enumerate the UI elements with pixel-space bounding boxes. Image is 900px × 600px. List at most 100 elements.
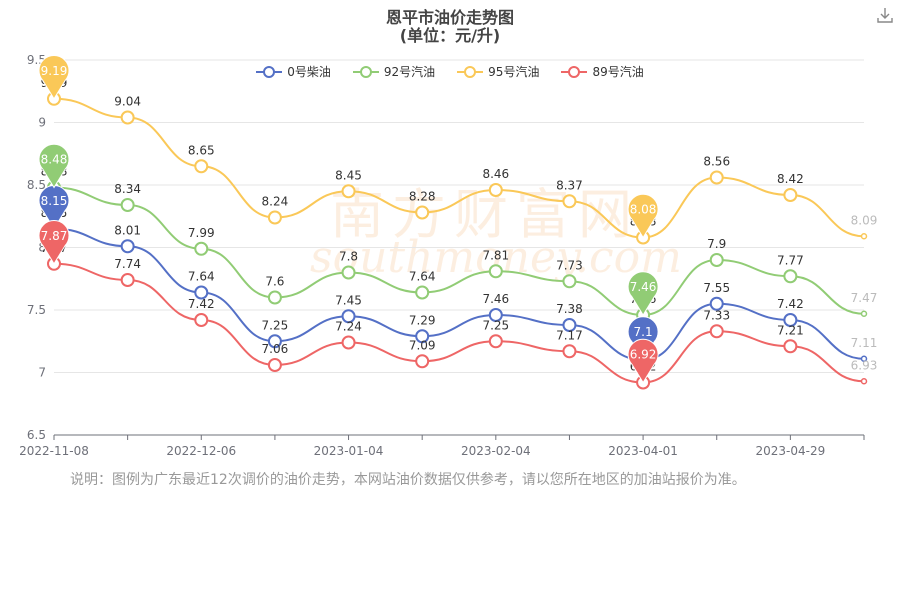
legend-label: 95号汽油: [488, 65, 540, 79]
data-label: 7.81: [482, 248, 509, 262]
legend-item[interactable]: 89号汽油: [561, 63, 644, 80]
y-tick-label: 8.5: [27, 178, 46, 192]
data-point: [860, 310, 868, 317]
data-label: 8.01: [114, 223, 141, 237]
legend-item[interactable]: 95号汽油: [457, 63, 539, 80]
data-label: 7.64: [188, 270, 215, 284]
data-point: [488, 308, 503, 322]
data-point: [341, 309, 356, 324]
y-tick-label: 8: [38, 241, 46, 255]
y-tick-label: 7.5: [27, 303, 46, 317]
data-label: 7.8: [339, 250, 358, 264]
x-tick-label: 2023-02-04: [461, 444, 531, 458]
data-label: 7.25: [262, 318, 289, 332]
data-label: 7.11: [851, 336, 878, 350]
min-pin: 8.08: [627, 193, 659, 239]
x-tick-label: 2023-04-29: [755, 444, 825, 458]
data-point: [267, 290, 282, 305]
data-label: 7.74: [114, 257, 141, 271]
series-1: 8.488.347.997.67.87.647.817.737.467.97.7…: [41, 165, 878, 322]
data-point: [341, 265, 356, 280]
max-pin: 9.19: [38, 55, 70, 100]
data-point: [709, 324, 724, 339]
data-point: [194, 241, 209, 256]
data-point: [783, 188, 798, 202]
data-label: 9.04: [114, 95, 141, 109]
legend-item[interactable]: 0号柴油: [256, 63, 331, 80]
data-label: 7.42: [777, 297, 804, 311]
data-point: [709, 253, 724, 267]
min-pin: 7.1: [627, 316, 659, 361]
legend-marker: [352, 65, 379, 78]
data-label: 7.6: [265, 275, 284, 289]
data-label: 6.93: [851, 358, 878, 372]
data-point: [415, 285, 430, 300]
data-label: 7.17: [556, 328, 583, 342]
data-point: [415, 329, 430, 344]
min-pin-label: 7.1: [634, 325, 653, 339]
legend-label: 0号柴油: [287, 65, 331, 79]
data-point: [709, 170, 724, 185]
legend-marker: [561, 65, 588, 78]
legend-item[interactable]: 92号汽油: [352, 63, 436, 80]
max-pin: 8.48: [38, 143, 70, 189]
data-point: [267, 334, 282, 349]
data-point: [194, 285, 209, 300]
legend-label: 92号汽油: [383, 65, 436, 79]
series-line: [53, 97, 865, 239]
data-point: [267, 358, 282, 372]
data-point: [120, 273, 135, 287]
data-label: 8.37: [556, 178, 583, 192]
data-point: [415, 205, 430, 220]
data-label: 7.38: [556, 302, 583, 316]
series-line: [53, 262, 865, 384]
legend-label: 89号汽油: [592, 65, 644, 79]
data-point: [415, 354, 430, 369]
min-pin: 7.46: [627, 271, 659, 316]
data-label: 7.45: [335, 293, 362, 307]
data-point: [709, 296, 724, 311]
data-point: [562, 274, 577, 289]
data-point: [860, 233, 868, 240]
data-point: [488, 264, 503, 279]
chart-title: 恩平市油价走势图: [385, 8, 514, 27]
max-pin-label: 8.15: [41, 194, 68, 208]
max-pin-label: 9.19: [41, 64, 68, 78]
data-label: 7.77: [777, 253, 804, 267]
x-tick-label: 2023-01-04: [314, 444, 384, 458]
data-label: 8.09: [851, 213, 878, 227]
data-label: 7.06: [262, 342, 289, 356]
chart-legend: 0号柴油 92号汽油 95号汽油 89号汽油: [0, 63, 900, 80]
download-icon[interactable]: [876, 6, 894, 24]
data-label: 8.56: [703, 155, 730, 169]
data-label: 7.47: [851, 291, 878, 305]
data-label: 8.42: [777, 172, 804, 186]
data-label: 7.09: [409, 338, 436, 352]
min-pin-label: 6.92: [630, 348, 657, 362]
data-point: [341, 335, 356, 350]
data-point: [783, 339, 798, 354]
data-point: [562, 194, 577, 209]
data-label: 7.64: [409, 270, 436, 284]
data-label: 7.99: [188, 226, 215, 240]
data-label: 8.24: [262, 195, 289, 209]
x-tick-label: 2022-11-08: [19, 444, 89, 458]
data-label: 8.34: [114, 182, 141, 196]
min-pin-shape: [627, 271, 659, 316]
data-point: [194, 159, 209, 174]
data-label: 7.24: [335, 320, 362, 334]
data-point: [120, 239, 135, 254]
data-point: [562, 344, 577, 359]
min-pin-shape: [627, 193, 659, 239]
data-label: 7.46: [482, 292, 509, 306]
data-label: 8.45: [335, 168, 362, 182]
min-pin-label: 8.08: [630, 203, 657, 217]
data-label: 7.33: [703, 308, 730, 322]
series-3: 7.8 7 7.74 7.42 7.06 7.24 7.09 7.25 7.17 6.92 7.33…: [41, 241, 878, 390]
data-point: [488, 183, 503, 197]
data-label: 7.42: [188, 297, 215, 311]
min-pin: 6.92: [627, 338, 659, 384]
legend-marker: [457, 65, 484, 78]
legend-marker: [256, 65, 283, 78]
data-point: [783, 269, 798, 284]
